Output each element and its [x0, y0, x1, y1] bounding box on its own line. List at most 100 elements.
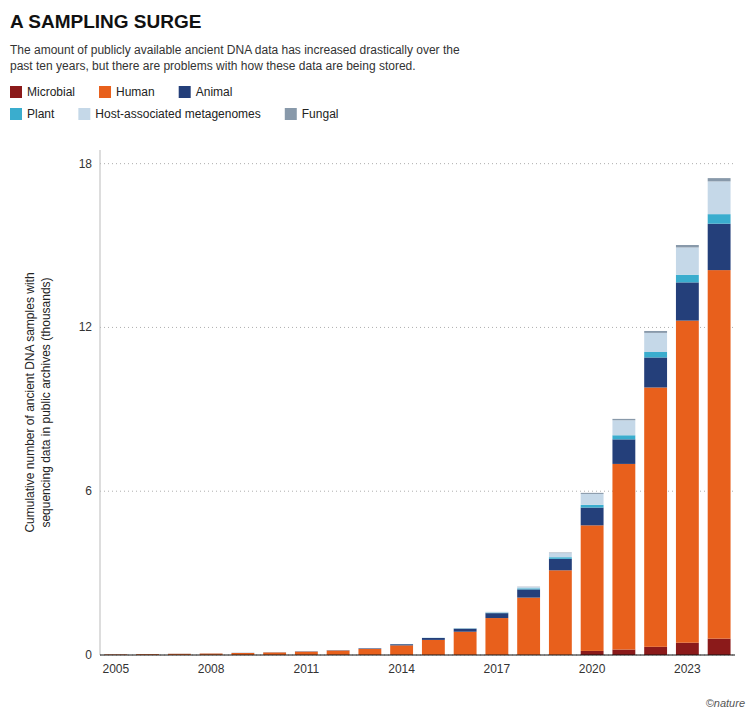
bar-segment: [549, 570, 572, 655]
bar-segment: [390, 644, 413, 645]
legend-label: Fungal: [302, 107, 339, 121]
subtitle-line: The amount of publicly available ancient…: [10, 43, 460, 57]
bar-segment: [200, 653, 223, 654]
bar-segment: [136, 654, 159, 655]
bar-segment: [327, 650, 350, 651]
series: [454, 178, 731, 628]
bar-segment: [358, 648, 381, 650]
bar-segment: [676, 245, 699, 247]
bar-segment: [295, 651, 318, 652]
annotation: ©nature: [706, 697, 745, 709]
bar-segment: [676, 282, 699, 320]
y-axis-line: [100, 150, 101, 655]
bar-segment: [644, 333, 667, 352]
bar-segment: [422, 640, 445, 655]
bar-segment: [263, 652, 286, 653]
bar-segment: [549, 557, 572, 559]
bar-segment: [517, 598, 540, 655]
bar-segment: [612, 464, 635, 650]
series: [104, 270, 730, 655]
x-tick-label: 2017: [484, 662, 511, 676]
y-tick-label: 12: [79, 320, 93, 334]
legend-label: Microbial: [27, 85, 75, 99]
bar-segment: [612, 650, 635, 655]
bar-segment: [231, 652, 254, 653]
legend-swatch: [285, 108, 297, 120]
bar-segment: [231, 652, 254, 653]
grid-line: [100, 327, 735, 328]
grid: [100, 164, 735, 655]
bar-segment: [644, 387, 667, 646]
x-tick-label: 2023: [674, 662, 701, 676]
bar-segment: [644, 357, 667, 387]
bar-segment: [295, 651, 318, 652]
legend-label: Host-associated metagenomes: [95, 107, 260, 121]
bar-segment: [168, 653, 191, 654]
legend-label: Human: [116, 85, 155, 99]
series: [104, 639, 730, 655]
bar-segment: [136, 654, 159, 655]
bar-segment: [644, 647, 667, 655]
bar-segment: [581, 493, 604, 494]
bar-segment: [612, 439, 635, 464]
bar-segment: [644, 331, 667, 333]
bar-segment: [200, 653, 223, 654]
bar-segment: [454, 628, 477, 629]
bar-segment: [136, 654, 159, 655]
bar-segment: [390, 644, 413, 645]
bar-segment: [327, 651, 350, 655]
legend-swatch: [179, 86, 191, 98]
bar-segment: [327, 650, 350, 651]
bar-segment: [390, 644, 413, 645]
bar-segment: [581, 651, 604, 655]
bar-segment: [422, 637, 445, 638]
legend-swatch: [10, 108, 22, 120]
bar-segment: [676, 321, 699, 643]
legend: MicrobialHumanAnimalPlantHost-associated…: [10, 85, 338, 121]
bar-segment: [454, 632, 477, 655]
bar-segment: [517, 586, 540, 587]
bar-segment: [358, 648, 381, 649]
bar-segment: [549, 552, 572, 554]
bar-segment: [676, 643, 699, 655]
bar-segment: [263, 652, 286, 653]
bar-segment: [358, 649, 381, 655]
series: [104, 224, 730, 655]
x-tick-label: 2008: [198, 662, 225, 676]
bar-segment: [200, 653, 223, 654]
bar-segment: [612, 420, 635, 435]
bar-segment: [485, 612, 508, 614]
bar-segment: [644, 352, 667, 357]
bar-segment: [581, 525, 604, 651]
bar-segment: [612, 419, 635, 420]
subtitle-line: past ten years, but there are problems w…: [10, 59, 416, 73]
bar-segment: [454, 628, 477, 629]
grid-line: [100, 655, 735, 656]
bar-segment: [263, 652, 286, 653]
bar-segment: [422, 637, 445, 638]
bar-segment: [485, 618, 508, 655]
x-tick-label: 2005: [103, 662, 130, 676]
bar-segment: [708, 270, 731, 639]
bar-segment: [485, 612, 508, 614]
bar-segment: [454, 628, 477, 629]
bar-segment: [708, 224, 731, 270]
bar-segment: [517, 588, 540, 589]
bar-segment: [581, 508, 604, 526]
x-axis-line: [100, 655, 735, 656]
bar-segment: [295, 651, 318, 652]
bar-segment: [422, 638, 445, 640]
bar-segment: [231, 652, 254, 653]
chart: A SAMPLING SURGEThe amount of publicly a…: [0, 0, 751, 715]
y-axis-label-line: Cumulative number of ancient DNA samples…: [23, 272, 37, 532]
bar-segment: [549, 553, 572, 557]
bar-segment: [327, 650, 350, 651]
x-tick-label: 2014: [388, 662, 415, 676]
y-tick-label: 0: [85, 648, 92, 662]
bar-segment: [549, 559, 572, 570]
bar-segment: [708, 181, 731, 214]
legend-swatch: [78, 108, 90, 120]
bar-segment: [358, 648, 381, 649]
legend-swatch: [99, 86, 111, 98]
bar-segment: [136, 654, 159, 655]
